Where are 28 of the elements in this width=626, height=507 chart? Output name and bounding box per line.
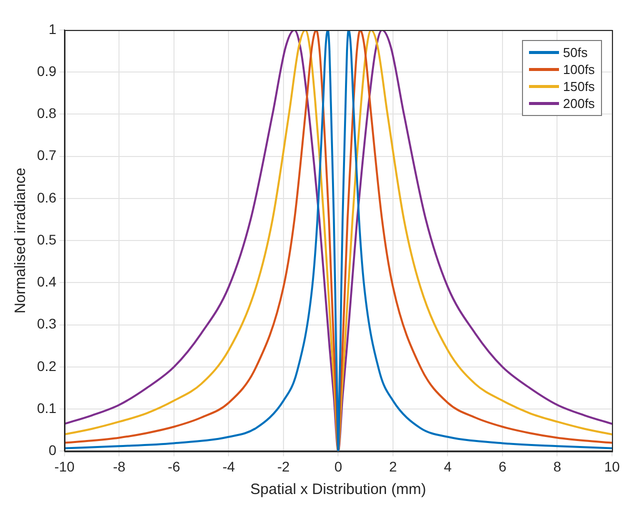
- x-tick-label: -6: [168, 458, 180, 474]
- x-tick-label: -10: [54, 458, 75, 474]
- x-axis-title: Spatial x Distribution (mm): [250, 481, 426, 498]
- y-tick-label: 0.1: [36, 400, 57, 416]
- x-tick-label: -4: [222, 458, 236, 474]
- y-tick-label: 0.6: [36, 189, 57, 206]
- x-tick-label: -8: [112, 458, 126, 474]
- x-tick-label: -2: [277, 458, 290, 474]
- x-tick-label: 8: [553, 458, 562, 474]
- legend-label: 100fs: [563, 62, 595, 77]
- y-axis-title: Normalised irradiance: [12, 168, 30, 314]
- x-tick-label: 0: [334, 458, 342, 474]
- x-tick-label: 10: [604, 458, 620, 474]
- legend-label: 50fs: [563, 45, 588, 60]
- legend-label: 200fs: [563, 96, 595, 111]
- x-tick-label: 6: [498, 458, 507, 474]
- y-tick-label: 0.7: [36, 147, 57, 164]
- x-tick-label: 4: [444, 458, 452, 474]
- y-tick-label: 0.8: [36, 105, 57, 122]
- y-tick-label: 0.5: [36, 231, 57, 248]
- y-tick-label: 0.4: [36, 274, 57, 290]
- y-tick-label: 0.2: [36, 358, 57, 374]
- x-tick-label: 2: [389, 458, 398, 474]
- y-tick-label: 0.9: [36, 62, 57, 79]
- y-tick-label: 0.3: [36, 316, 57, 332]
- legend-label: 150fs: [563, 79, 595, 94]
- y-tick-label: 1: [48, 20, 57, 37]
- y-tick-label: 0: [48, 442, 57, 458]
